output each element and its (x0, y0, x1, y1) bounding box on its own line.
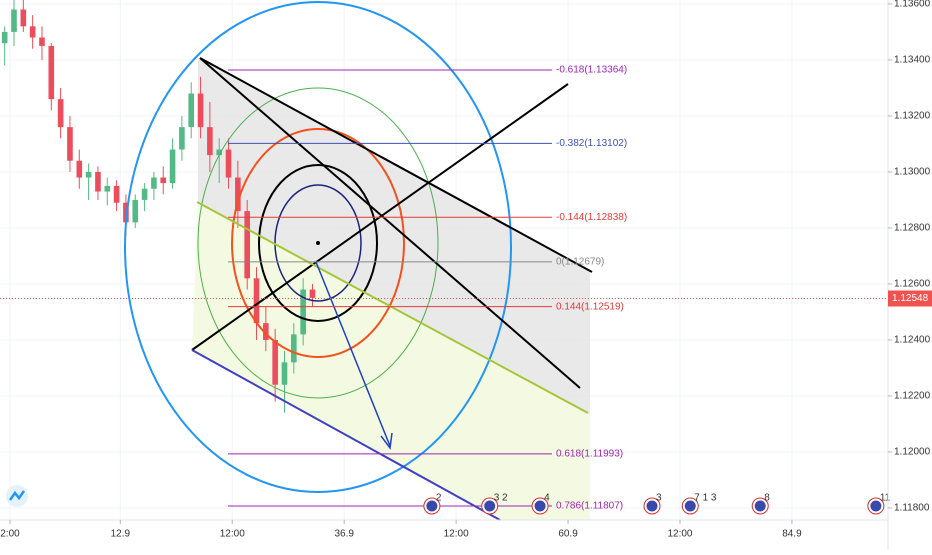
event-label: 3 (656, 493, 662, 504)
candle-body (169, 149, 176, 184)
event-icon-inner (426, 500, 438, 512)
y-tick-label: 1.12800 (894, 223, 931, 234)
candle-body (263, 323, 269, 340)
x-tick-label: 2:00 (0, 529, 20, 540)
event-label: 11 (880, 493, 891, 504)
event-icon-inner (484, 500, 496, 512)
candle-body (160, 177, 167, 184)
y-tick-label: 1.13600 (894, 0, 931, 10)
candle-body (225, 149, 232, 178)
last-price-label: 1.12548 (892, 293, 929, 304)
event-label: 7 1 3 (694, 493, 717, 504)
candle-body (11, 9, 17, 32)
level-label: -0.382(1.13102) (556, 138, 627, 149)
candle-body (300, 289, 306, 335)
x-tick-label: 12:00 (444, 529, 469, 540)
candle-body (113, 185, 120, 203)
candle-body (291, 334, 297, 363)
candle-body (39, 37, 45, 46)
last-price-badge (888, 290, 932, 307)
y-tick-label: 1.11800 (894, 503, 930, 514)
y-tick-label: 1.12400 (894, 335, 931, 346)
candle-body (132, 199, 139, 223)
circle (197, 87, 439, 399)
x-tick-label: 36.9 (334, 529, 354, 540)
center-dot (316, 241, 320, 245)
candle-body (29, 26, 36, 38)
level-label: -0.618(1.13364) (556, 65, 627, 76)
event-icon-inner (870, 500, 882, 512)
arrow-head (380, 432, 393, 450)
y-tick-label: 1.13400 (894, 55, 931, 66)
candle-body (253, 278, 260, 324)
candle-body (20, 9, 27, 27)
trend-line (199, 57, 593, 273)
drawings (192, 58, 590, 520)
candle-body (272, 339, 278, 385)
logo-icon (8, 490, 26, 501)
arrow (315, 261, 391, 447)
candle-body (207, 127, 213, 156)
y-tick-label: 1.13200 (894, 111, 931, 122)
level-label: 0.786(1.11807) (556, 501, 623, 512)
candle-body (76, 160, 83, 178)
level-label: -0.144(1.12838) (556, 212, 627, 223)
candle-body (95, 171, 101, 192)
y-tick-label: 1.12200 (894, 391, 931, 402)
candle-body (67, 127, 73, 161)
event-icon-inner (684, 500, 696, 512)
x-tick-label: 12:00 (220, 529, 245, 540)
circle (231, 128, 405, 358)
candle-body (57, 99, 64, 128)
shaded-area (198, 58, 590, 413)
event-icon-inner (534, 500, 546, 512)
circle (124, 1, 512, 493)
candle-body (151, 177, 157, 189)
candle-body (179, 127, 185, 150)
candle-body (281, 362, 288, 385)
logo (6, 485, 28, 507)
trend-line (199, 57, 581, 389)
y-tick-label: 1.12000 (894, 447, 931, 458)
event-label: 8 (764, 493, 770, 504)
event-icon-inner (754, 500, 766, 512)
circle (258, 164, 378, 322)
shaded-area (192, 202, 590, 520)
event-label: 2 (436, 493, 442, 504)
candles (1, 0, 316, 413)
candle-body (244, 211, 250, 279)
fib-levels: -0.618(1.13364) -0.382(1.13102) -0.144(1.1… (228, 65, 627, 512)
event-label: 3 2 (494, 493, 508, 504)
trend-line (191, 349, 501, 521)
candle-body (235, 177, 241, 212)
x-tick-label: 12:00 (667, 529, 692, 540)
trend-line (196, 201, 589, 414)
candle-body (104, 185, 111, 192)
level-label: 0(1.12679) (556, 256, 604, 267)
level-label: 0.618(1.11993) (556, 449, 623, 460)
candle-body (85, 171, 92, 178)
x-tick-label: 60.9 (558, 529, 578, 540)
y-tick-label: 1.12600 (894, 279, 931, 290)
candle-body (216, 149, 222, 156)
level-label: 0.144(1.12519) (556, 301, 624, 312)
x-tick-label: 12.9 (111, 529, 131, 540)
x-tick-label: 84.9 (782, 529, 802, 540)
event-icon-inner (646, 500, 658, 512)
events: 2 3 2 4 3 7 1 3 8 11 (423, 493, 891, 515)
candle-body (309, 289, 316, 298)
candle-body (188, 93, 195, 128)
candle-body (1, 31, 8, 44)
candle-body (48, 45, 55, 100)
candle-body (141, 188, 148, 200)
y-tick-label: 1.13000 (894, 167, 931, 178)
candle-body (197, 93, 204, 128)
event-label: 4 (544, 493, 550, 504)
